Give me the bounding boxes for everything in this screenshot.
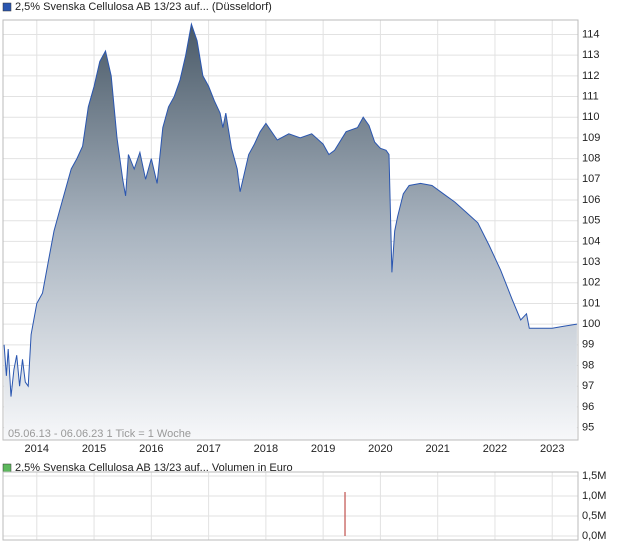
y-tick-label: 102 (582, 277, 600, 289)
y-tick-label: 110 (582, 111, 600, 123)
y-tick-label: 98 (582, 359, 594, 371)
line (3, 22, 577, 397)
y-tick-label: 0,0M (582, 530, 606, 542)
x-tick-label: 2014 (25, 443, 49, 455)
y-tick-label: 111 (582, 90, 599, 102)
x-tick-label: 2021 (425, 443, 449, 455)
y-tick-label: 104 (582, 235, 600, 247)
y-tick-label: 100 (582, 318, 600, 330)
y-tick-label: 114 (582, 28, 600, 40)
x-tick-label: 2023 (540, 443, 564, 455)
x-tick-label: 2020 (368, 443, 392, 455)
y-tick-label: 1,0M (582, 490, 606, 502)
y-tick-label: 95 (582, 421, 594, 433)
bar (344, 492, 346, 536)
legend-swatch (2, 2, 12, 12)
x-tick-label: 2018 (254, 443, 278, 455)
x-tick-label: 2015 (82, 443, 106, 455)
x-tick-label: 2022 (483, 443, 507, 455)
y-tick-label: 113 (582, 49, 600, 61)
y-tick-label: 97 (582, 380, 594, 392)
x-tick-label: 2017 (196, 443, 220, 455)
y-tick-label: 103 (582, 256, 600, 268)
x-tick-label: 2019 (311, 443, 335, 455)
plot-frame (2, 471, 579, 541)
y-tick-label: 112 (582, 70, 600, 82)
y-tick-label: 96 (582, 401, 594, 413)
y-tick-label: 107 (582, 173, 600, 185)
y-tick-label: 109 (582, 132, 600, 144)
area (4, 24, 577, 440)
legend-label: 2,5% Svenska Cellulosa AB 13/23 auf... (… (15, 1, 272, 13)
legend-label: 2,5% Svenska Cellulosa AB 13/23 auf... V… (15, 462, 293, 474)
y-tick-label: 108 (582, 153, 600, 165)
x-tick-label: 2016 (139, 443, 163, 455)
plot-frame (2, 19, 579, 441)
legend-swatch (2, 463, 12, 473)
annotation: 05.06.13 - 06.06.23 1 Tick = 1 Woche (8, 428, 191, 440)
y-tick-label: 101 (582, 297, 600, 309)
y-tick-label: 106 (582, 194, 600, 206)
y-tick-label: 0,5M (582, 510, 606, 522)
y-tick-label: 99 (582, 339, 594, 351)
y-tick-label: 1,5M (582, 470, 606, 482)
y-tick-label: 105 (582, 215, 600, 227)
